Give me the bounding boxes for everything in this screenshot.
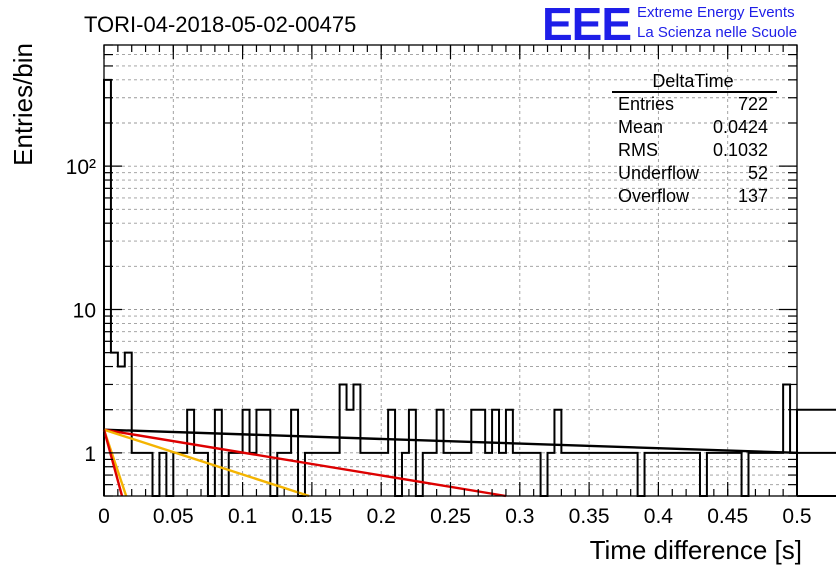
y-tick-label: 10 — [73, 299, 96, 322]
chart-title: TORI-04-2018-05-02-00475 — [84, 12, 356, 37]
axis-ticks — [103, 44, 798, 497]
x-tick-label: 0.35 — [569, 505, 610, 528]
x-tick-label: 0.3 — [505, 505, 534, 528]
fit-line — [103, 428, 310, 498]
stats-label-overflow: Overflow — [618, 186, 690, 206]
stats-value-overflow: 137 — [738, 186, 768, 206]
x-tick-labels: 0 0.05 0.1 0.15 0.2 0.25 0.3 0.35 0.4 0.45 0.5 — [98, 505, 811, 528]
x-tick-label: 0.45 — [707, 505, 748, 528]
x-tick-label: 0.1 — [228, 505, 257, 528]
x-tick-label: 0.05 — [153, 505, 194, 528]
x-axis-label: Time difference [s] — [590, 535, 802, 565]
stats-box: DeltaTime Entries 722 Mean 0.0424 RMS 0.… — [612, 71, 777, 206]
fit-line — [103, 428, 798, 455]
y-axis-label: Entries/bin — [8, 43, 38, 166]
fit-line — [103, 428, 507, 498]
x-tick-label: 0.4 — [644, 505, 674, 528]
stats-value-underflow: 52 — [748, 163, 768, 183]
stats-label-mean: Mean — [618, 117, 663, 137]
eee-logo: EEE Extreme Energy Events La Scienza nel… — [542, 0, 797, 50]
stats-value-entries: 722 — [738, 94, 768, 114]
logo-line-2: La Scienza nelle Scuole — [637, 24, 797, 41]
stats-value-mean: 0.0424 — [713, 117, 768, 137]
x-tick-label: 0.25 — [430, 505, 471, 528]
histogram-outline — [103, 78, 836, 497]
x-tick-label: 0.15 — [291, 505, 332, 528]
y-tick-label: 10² — [66, 156, 96, 179]
y-tick-labels: 1 10 10² — [66, 156, 96, 466]
stats-title: DeltaTime — [652, 71, 733, 91]
grid — [103, 44, 798, 497]
fit-lines — [102, 428, 798, 498]
x-tick-label: 0 — [98, 505, 110, 528]
y-tick-label: 1 — [84, 443, 96, 466]
x-tick-label: 0.5 — [782, 505, 811, 528]
x-tick-label: 0.2 — [367, 505, 396, 528]
stats-value-rms: 0.1032 — [713, 140, 768, 160]
histogram-series — [103, 78, 836, 497]
stats-label-entries: Entries — [618, 94, 674, 114]
eee-logo-mark: EEE — [542, 0, 631, 50]
stats-label-underflow: Underflow — [618, 163, 700, 183]
stats-label-rms: RMS — [618, 140, 658, 160]
fit-line — [102, 429, 124, 497]
logo-line-1: Extreme Energy Events — [637, 4, 795, 21]
